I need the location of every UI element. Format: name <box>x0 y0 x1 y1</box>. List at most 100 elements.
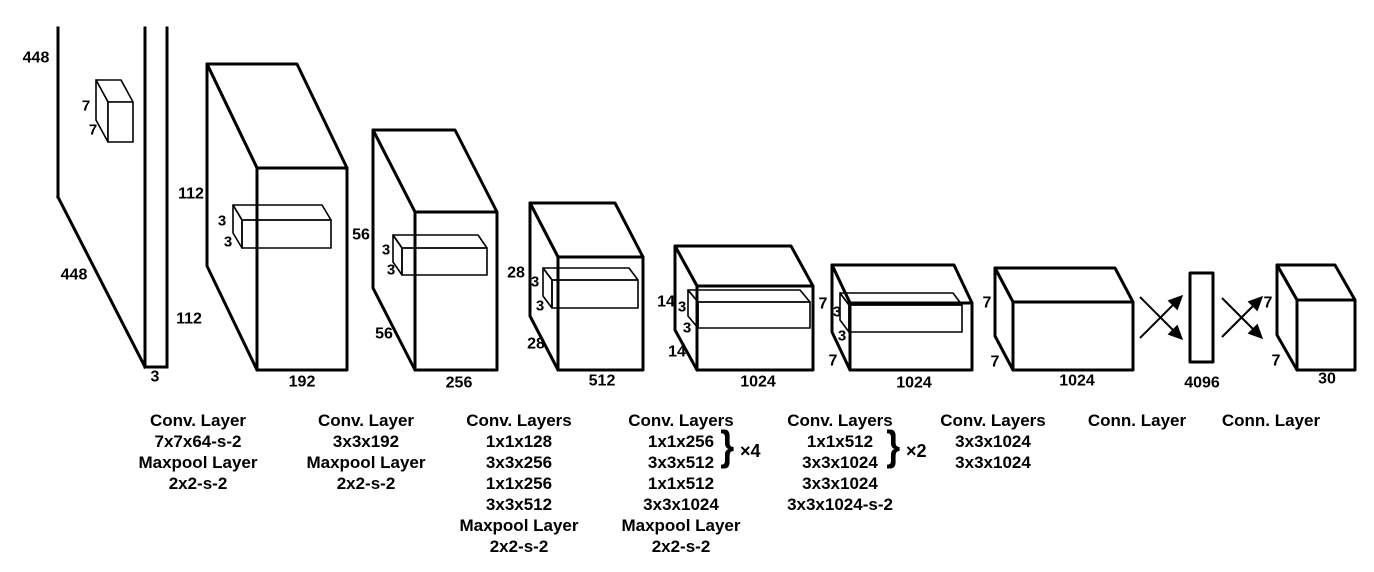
tensor-block-2: 56 56 256 3 3 <box>352 128 499 392</box>
fc-vector: 4096 <box>1184 271 1220 392</box>
tensor-height-label: 7 <box>983 295 992 312</box>
tensor-block-6: 7 7 1024 <box>983 266 1135 390</box>
kernel-size-label: 3 <box>683 320 691 337</box>
box-front-face <box>255 166 349 372</box>
layer-label-line: Conv. Layer <box>149 411 247 430</box>
kernel-front-face <box>107 101 134 143</box>
repeat-count-label: ×2 <box>906 441 927 461</box>
kernel-front-face <box>241 219 332 249</box>
tensor-block-3: 28 28 512 3 3 <box>507 201 645 390</box>
layer-label-line: 2x2-s-2 <box>651 537 711 556</box>
kernel-size-label: 3 <box>531 274 539 291</box>
layer-label-line: Conv. Layers <box>787 411 893 430</box>
tensor-height-label: 112 <box>178 186 204 203</box>
tensor-channels-label: 1024 <box>896 375 932 392</box>
box-front-face <box>1011 300 1135 372</box>
conv-kernel-3: 3 3 <box>531 267 639 315</box>
box-front-face <box>848 301 974 372</box>
fc-arrow <box>1139 294 1184 339</box>
tensor-height-label: 7 <box>1264 295 1273 312</box>
tensor-depth-label: 56 <box>375 326 393 343</box>
layer-label-line: 1x1x256 <box>647 432 715 451</box>
kernel-size-label: 3 <box>218 213 226 230</box>
fc-vector-rect <box>1188 271 1215 364</box>
repeat-brace: } <box>720 422 735 469</box>
sheet-diagonal-edge <box>55 194 148 370</box>
tensor-depth-label: 7 <box>1272 353 1281 370</box>
kernel-size-label: 3 <box>224 234 232 251</box>
layer-label-line: 3x3x1024-s-2 <box>787 495 893 514</box>
kernel-size-label: 3 <box>382 242 390 259</box>
layer-column-5: Conv. Layers 1x1x512 3x3x1024 3x3x1024 3… <box>748 410 932 515</box>
fc-crossing-arrows-1 <box>1139 294 1184 341</box>
layer-label-line: Conv. Layers <box>940 411 1046 430</box>
conv-kernel-2: 3 3 <box>382 234 488 279</box>
layer-label-line: Conn. Layer <box>1087 411 1187 430</box>
tensor-depth-label: 14 <box>668 344 686 361</box>
kernel-size-label: 3 <box>678 299 686 316</box>
layer-label-line: Maxpool Layer <box>621 516 741 535</box>
box-front-face <box>556 255 645 372</box>
layer-label-line: 2x2-s-2 <box>489 537 549 556</box>
tensor-channels-label: 30 <box>1318 371 1336 388</box>
tensor-channels-label: 256 <box>446 375 473 392</box>
kernel-size-label: 7 <box>89 122 97 139</box>
tensor-block-1: 112 112 192 3 3 <box>176 62 349 391</box>
layer-label-line: 3x3x1024 <box>643 495 719 514</box>
kernel-front-face <box>697 301 811 329</box>
layer-label-line: 7x7x64-s-2 <box>154 432 242 451</box>
input-depth-label: 3 <box>151 369 160 386</box>
layer-label-line: Maxpool Layer <box>459 516 579 535</box>
layer-label-line: 3x3x192 <box>332 432 400 451</box>
layer-label-line: 3x3x1024 <box>955 453 1031 472</box>
layer-label-line: 1x1x512 <box>806 432 874 451</box>
layer-label-line: Conv. Layers <box>628 411 734 430</box>
layer-label-line: 2x2-s-2 <box>168 474 228 493</box>
repeat-brace: } <box>886 422 901 469</box>
layer-label-line: Maxpool Layer <box>306 453 426 472</box>
kernel-size-label: 3 <box>833 304 841 321</box>
layer-column-4: Conv. Layers 1x1x256 3x3x512 1x1x512 3x3… <box>589 410 773 557</box>
layer-label-line: Conn. Layer <box>1221 411 1321 430</box>
conv-kernel-1: 3 3 <box>218 204 332 251</box>
tensor-height-label: 28 <box>507 265 525 282</box>
layer-label-line: 3x3x1024 <box>955 432 1031 451</box>
tensor-height-label: 7 <box>819 296 828 313</box>
kernel-size-label: 3 <box>838 328 846 345</box>
tensor-depth-label: 112 <box>176 311 202 328</box>
layer-label-line: Conv. Layers <box>466 411 572 430</box>
layer-label-line: 1x1x512 <box>647 474 715 493</box>
box-front-face <box>413 210 499 372</box>
input-height-label: 448 <box>23 50 50 67</box>
repeat-count-label: ×4 <box>740 441 761 461</box>
layer-column-3: Conv. Layers 1x1x128 3x3x256 1x1x256 3x3… <box>427 410 611 557</box>
tensor-channels-label: 512 <box>589 373 616 390</box>
layer-label-line: Conv. Layer <box>317 411 415 430</box>
box-front-face <box>1295 298 1357 372</box>
tensor-depth-label: 7 <box>991 354 1000 371</box>
layer-label-line: 2x2-s-2 <box>336 474 396 493</box>
fc-units-label: 4096 <box>1184 375 1220 392</box>
tensor-block-5: 7 7 1024 3 3 <box>819 263 974 392</box>
conv-kernel-4: 3 3 <box>678 289 811 337</box>
fc-arrow <box>1221 295 1264 338</box>
layer-label-line: 3x3x1024 <box>802 453 878 472</box>
tensor-channels-label: 1024 <box>1059 373 1095 390</box>
layer-column-7: Conn. Layer <box>1045 410 1229 431</box>
input-conv-kernel: 7 7 <box>82 79 134 143</box>
layer-column-8: Conn. Layer <box>1179 410 1363 431</box>
tensor-depth-label: 28 <box>527 336 545 353</box>
tensor-depth-label: 7 <box>829 353 838 370</box>
kernel-front-face <box>848 304 963 333</box>
tensor-channels-label: 192 <box>289 374 316 391</box>
input-image-sheet: 448 448 3 <box>23 26 169 386</box>
kernel-size-label: 3 <box>536 298 544 315</box>
kernel-front-face <box>551 279 639 309</box>
layer-label-line: Maxpool Layer <box>138 453 258 472</box>
box-top-face <box>993 266 1135 304</box>
layer-label-line: 3x3x1024 <box>802 474 878 493</box>
kernel-size-label: 7 <box>82 98 90 115</box>
box-top-face <box>673 244 815 288</box>
layer-label-line: 3x3x512 <box>647 453 715 472</box>
